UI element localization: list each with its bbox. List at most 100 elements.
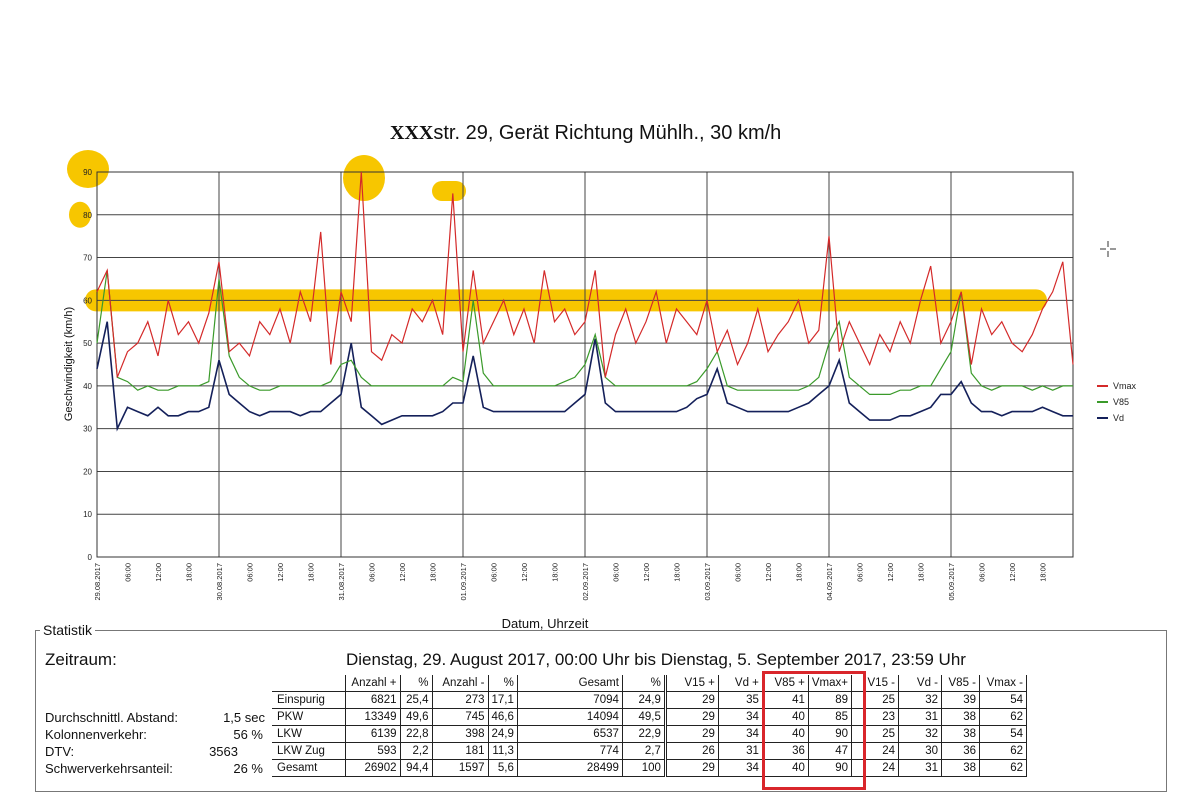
- x-tick-label: 01.09.2017: [459, 563, 468, 601]
- table-cell: 31: [898, 708, 943, 726]
- table-cell: 62: [979, 759, 1028, 777]
- table-cell: 40: [762, 725, 809, 743]
- column-header: V85 -: [941, 675, 981, 692]
- metric-value: 26 %: [233, 761, 263, 776]
- table-cell: 11,3: [488, 742, 518, 760]
- series-line-v85: [96, 270, 1073, 395]
- table-cell: 34: [718, 725, 763, 743]
- y-tick-label: 10: [83, 510, 92, 519]
- table-cell: 90: [808, 725, 853, 743]
- x-tick-label: 18:00: [185, 563, 194, 582]
- table-cell: 25: [863, 725, 900, 743]
- table-cell: 593: [345, 742, 401, 760]
- row-label: Gesamt: [272, 759, 346, 777]
- x-tick-label: 12:00: [520, 563, 529, 582]
- table-cell: 90: [808, 759, 853, 777]
- table-cell: 25,4: [400, 691, 433, 709]
- x-tick-label: 04.09.2017: [825, 563, 834, 601]
- series-line-vd: [96, 321, 1073, 432]
- table-cell: 24,9: [622, 691, 667, 709]
- row-label: LKW Zug: [272, 742, 346, 760]
- x-tick-label: 06:00: [612, 563, 621, 582]
- table-cell: 24: [863, 742, 900, 760]
- column-header: Vmax+: [808, 675, 853, 692]
- legend-label-vd: Vd: [1113, 413, 1124, 423]
- x-tick-label: 18:00: [673, 563, 682, 582]
- legend-label-v85: V85: [1113, 397, 1129, 407]
- metric-dtv: DTV: 3563: [45, 744, 238, 759]
- x-axis-label: Datum, Uhrzeit: [502, 616, 589, 631]
- table-cell: 273: [432, 691, 489, 709]
- table-cell: 32: [898, 691, 943, 709]
- table-cell: 38: [941, 708, 981, 726]
- row-label: Einspurig: [272, 691, 346, 709]
- table-cell: 1597: [432, 759, 489, 777]
- metric-value: 1,5 sec: [223, 710, 265, 725]
- column-header: %: [622, 675, 667, 692]
- table-cell: 34: [718, 708, 763, 726]
- table-cell: 40: [762, 759, 809, 777]
- column-header: Gesamt: [517, 675, 623, 692]
- row-label: LKW: [272, 725, 346, 743]
- highlight-box-v85-vmax: [762, 671, 866, 790]
- x-tick-label: 03.09.2017: [703, 563, 712, 601]
- series-line-vmax: [96, 171, 1074, 378]
- metric-label: Durchschnittl. Abstand:: [45, 710, 178, 725]
- table-cell: 24: [863, 759, 900, 777]
- title-text: str. 29, Gerät Richtung Mühlh., 30 km/h: [433, 122, 782, 144]
- x-tick-label: 12:00: [764, 563, 773, 582]
- title-prefix: XXX: [390, 122, 434, 144]
- table-cell: 29: [665, 691, 719, 709]
- x-tick-label: 29.08.2017: [93, 563, 102, 601]
- y-axis-label: Geschwindigkeit (km/h): [63, 307, 75, 421]
- y-tick-label: 50: [83, 339, 92, 348]
- column-header: Anzahl -: [432, 675, 489, 692]
- x-tick-label: 06:00: [246, 563, 255, 582]
- table-cell: 29: [665, 759, 719, 777]
- table-cell: 40: [762, 708, 809, 726]
- x-tick-label: 18:00: [307, 563, 316, 582]
- statistics-table: Anzahl +% Anzahl -% Gesamt% V15 + Vd + V85 + V…: [272, 675, 1028, 777]
- x-tick-label: 31.08.2017: [337, 563, 346, 601]
- table-row: LKW Zug 593 2,2 181 11,3 774 2,7 26 31 36 47 24 30 36…: [272, 742, 1028, 760]
- table-cell: 17,1: [488, 691, 518, 709]
- y-tick-label: 70: [83, 254, 92, 263]
- x-tick-label: 18:00: [429, 563, 438, 582]
- table-cell: 6139: [345, 725, 401, 743]
- column-header: Vd -: [898, 675, 943, 692]
- x-tick-label: 12:00: [398, 563, 407, 582]
- column-header: %: [400, 675, 433, 692]
- table-cell: 28499: [517, 759, 623, 777]
- table-cell: 31: [898, 759, 943, 777]
- metric-value: 56 %: [233, 727, 263, 742]
- table-cell: 5,6: [488, 759, 518, 777]
- column-header: %: [488, 675, 518, 692]
- column-header: V85 +: [762, 675, 809, 692]
- y-tick-label: 80: [83, 211, 92, 220]
- column-header: [272, 675, 346, 692]
- metric-label: Schwerverkehrsanteil:: [45, 761, 173, 776]
- table-cell: 36: [762, 742, 809, 760]
- table-cell: 41: [762, 691, 809, 709]
- table-cell: 30: [898, 742, 943, 760]
- x-tick-label: 18:00: [551, 563, 560, 582]
- y-tick-label: 30: [83, 425, 92, 434]
- table-cell: 46,6: [488, 708, 518, 726]
- table-row: Einspurig 6821 25,4 273 17,1 7094 24,9 29 35 41 89…: [272, 691, 1028, 709]
- x-tick-label: 06:00: [124, 563, 133, 582]
- table-cell: 26902: [345, 759, 401, 777]
- table-cell: 13349: [345, 708, 401, 726]
- table-cell: 32: [898, 725, 943, 743]
- metric-abstand: Durchschnittl. Abstand: 1,5 sec: [45, 710, 265, 725]
- table-cell: 38: [941, 759, 981, 777]
- metric-label: Kolonnenverkehr:: [45, 727, 147, 742]
- table-cell: 62: [979, 708, 1028, 726]
- x-tick-label: 12:00: [886, 563, 895, 582]
- table-cell: 29: [665, 725, 719, 743]
- table-cell: 181: [432, 742, 489, 760]
- x-tick-label: 06:00: [368, 563, 377, 582]
- table-row: PKW 13349 49,6 745 46,6 14094 49,5 29 34 40 85 23 31…: [272, 708, 1028, 726]
- x-tick-label: 06:00: [978, 563, 987, 582]
- table-cell: 398: [432, 725, 489, 743]
- metric-label: DTV:: [45, 744, 75, 759]
